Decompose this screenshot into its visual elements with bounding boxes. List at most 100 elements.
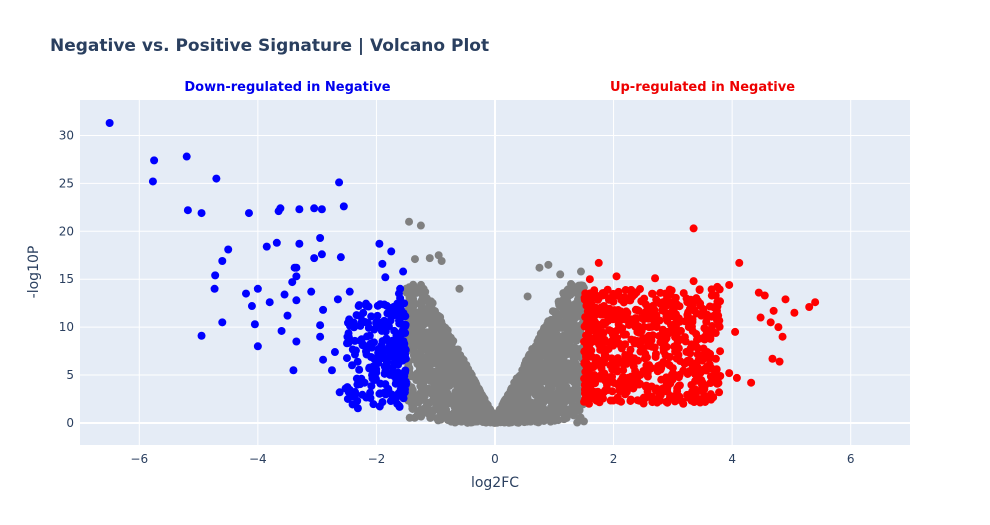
point-up-regulated — [712, 365, 721, 374]
point-not-significant — [437, 366, 446, 375]
point-not-significant — [545, 356, 554, 365]
point-up-regulated — [594, 258, 603, 267]
point-up-regulated — [596, 345, 605, 354]
point-up-regulated — [760, 291, 769, 300]
point-not-significant — [544, 260, 553, 269]
point-not-significant — [544, 347, 553, 356]
point-up-regulated — [643, 387, 652, 396]
point-not-significant — [479, 400, 488, 409]
point-up-regulated — [580, 337, 589, 346]
point-not-significant — [552, 373, 561, 382]
point-down-regulated — [262, 242, 271, 251]
point-up-regulated — [626, 345, 635, 354]
point-not-significant — [416, 317, 425, 326]
point-not-significant — [576, 267, 585, 276]
point-down-regulated — [365, 331, 374, 340]
point-not-significant — [487, 416, 496, 425]
point-up-regulated — [665, 309, 674, 318]
point-up-regulated — [709, 393, 718, 402]
point-down-regulated — [369, 400, 378, 409]
point-not-significant — [565, 408, 574, 417]
point-not-significant — [568, 351, 577, 360]
point-not-significant — [557, 367, 566, 376]
point-not-significant — [564, 289, 573, 298]
point-up-regulated — [633, 306, 642, 315]
point-up-regulated — [580, 359, 589, 368]
point-down-regulated — [345, 287, 354, 296]
point-up-regulated — [661, 351, 670, 360]
point-not-significant — [416, 306, 425, 315]
point-not-significant — [425, 348, 434, 357]
point-up-regulated — [674, 381, 683, 390]
point-not-significant — [441, 410, 450, 419]
point-down-regulated — [212, 174, 221, 183]
point-not-significant — [536, 339, 545, 348]
point-up-regulated — [725, 369, 734, 378]
point-up-regulated — [689, 364, 698, 373]
point-up-regulated — [698, 378, 707, 387]
y-tick-label: 15 — [59, 272, 74, 286]
point-up-regulated — [585, 275, 594, 284]
point-not-significant — [442, 341, 451, 350]
point-down-regulated — [355, 365, 364, 374]
point-up-regulated — [661, 342, 670, 351]
point-up-regulated — [647, 342, 656, 351]
point-down-regulated — [381, 273, 390, 282]
point-up-regulated — [600, 335, 609, 344]
point-up-regulated — [626, 395, 635, 404]
point-down-regulated — [253, 342, 262, 351]
point-down-regulated — [393, 399, 402, 408]
point-not-significant — [520, 372, 529, 381]
point-not-significant — [413, 372, 422, 381]
point-up-regulated — [603, 285, 612, 294]
point-down-regulated — [359, 308, 368, 317]
point-down-regulated — [342, 354, 351, 363]
point-up-regulated — [651, 274, 660, 283]
point-not-significant — [432, 359, 441, 368]
point-not-significant — [421, 287, 430, 296]
point-up-regulated — [607, 340, 616, 349]
point-down-regulated — [378, 259, 387, 268]
point-not-significant — [416, 221, 425, 230]
point-up-regulated — [679, 399, 688, 408]
point-up-regulated — [588, 313, 597, 322]
point-up-regulated — [665, 285, 674, 294]
point-down-regulated — [348, 400, 357, 409]
point-up-regulated — [631, 367, 640, 376]
point-up-regulated — [580, 322, 589, 331]
point-not-significant — [451, 387, 460, 396]
point-down-regulated — [283, 311, 292, 320]
point-up-regulated — [713, 282, 722, 291]
y-tick-label: 30 — [59, 128, 74, 142]
point-down-regulated — [319, 355, 328, 364]
point-down-regulated — [218, 318, 227, 327]
point-not-significant — [425, 362, 434, 371]
point-down-regulated — [393, 358, 402, 367]
point-not-significant — [432, 349, 441, 358]
point-up-regulated — [606, 373, 615, 382]
point-down-regulated — [242, 289, 250, 298]
point-up-regulated — [596, 362, 605, 371]
point-up-regulated — [610, 306, 619, 315]
point-up-regulated — [636, 347, 645, 356]
point-up-regulated — [639, 322, 648, 331]
point-down-regulated — [401, 350, 410, 359]
point-up-regulated — [775, 357, 784, 366]
point-not-significant — [513, 395, 522, 404]
point-not-significant — [436, 322, 445, 331]
point-down-regulated — [218, 257, 227, 265]
point-down-regulated — [375, 389, 384, 398]
point-up-regulated — [619, 366, 628, 375]
point-down-regulated — [272, 238, 281, 247]
point-not-significant — [435, 342, 444, 351]
point-not-significant — [461, 406, 470, 415]
point-up-regulated — [705, 302, 714, 311]
point-not-significant — [520, 378, 529, 387]
point-down-regulated — [373, 311, 382, 320]
x-tick-label: 4 — [728, 452, 736, 466]
point-not-significant — [535, 351, 544, 360]
point-not-significant — [523, 417, 532, 426]
point-down-regulated — [395, 316, 404, 325]
point-not-significant — [415, 359, 424, 368]
